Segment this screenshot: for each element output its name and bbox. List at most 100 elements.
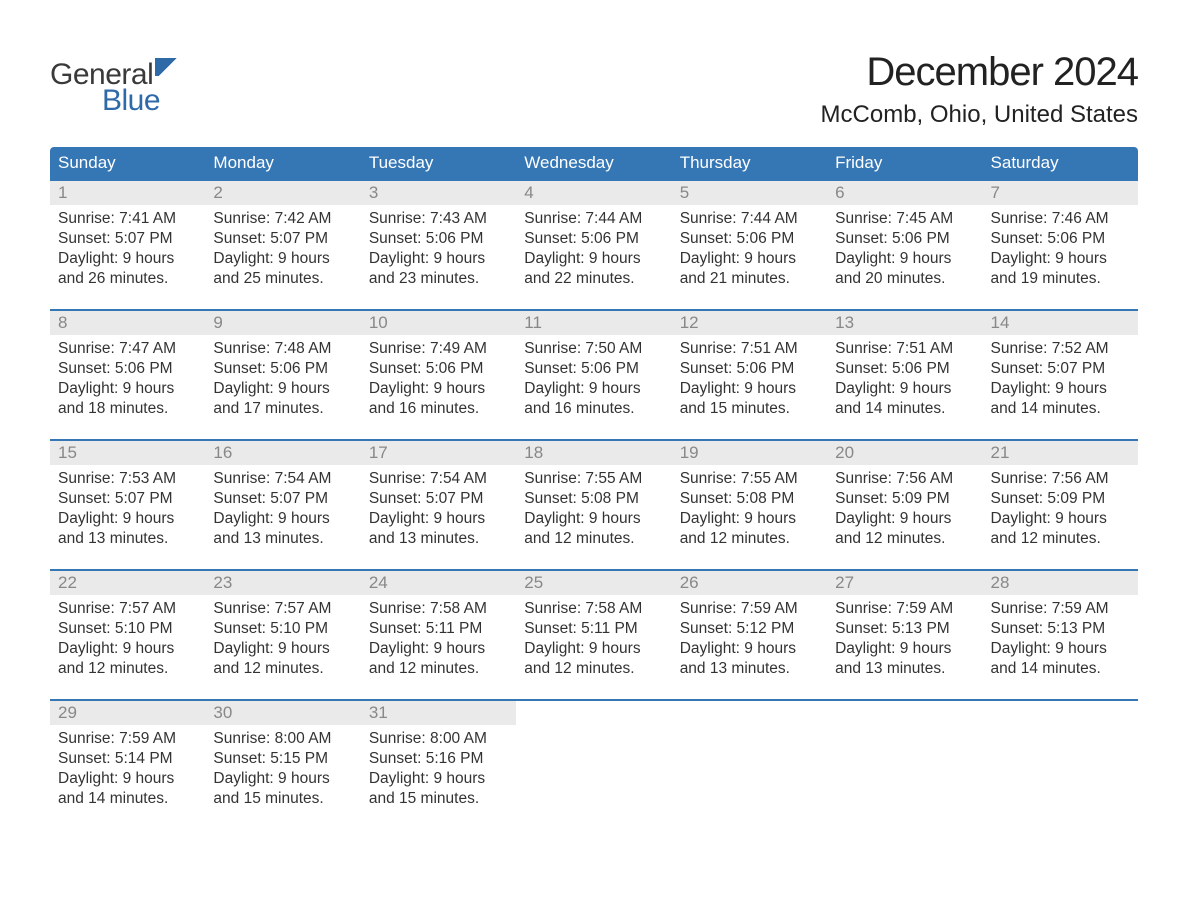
daylight-line2: and 14 minutes. <box>58 789 197 809</box>
daylight-line1: Daylight: 9 hours <box>991 639 1130 659</box>
sunrise: Sunrise: 7:54 AM <box>213 469 352 489</box>
sunset: Sunset: 5:07 PM <box>369 489 508 509</box>
sunset: Sunset: 5:06 PM <box>213 359 352 379</box>
calendar-week: 15Sunrise: 7:53 AMSunset: 5:07 PMDayligh… <box>50 439 1138 569</box>
day-number: 31 <box>361 701 516 725</box>
daylight-line1: Daylight: 9 hours <box>680 379 819 399</box>
day-details: Sunrise: 7:50 AMSunset: 5:06 PMDaylight:… <box>516 335 671 426</box>
sunset: Sunset: 5:06 PM <box>680 359 819 379</box>
daylight-line1: Daylight: 9 hours <box>524 509 663 529</box>
sunset: Sunset: 5:06 PM <box>835 359 974 379</box>
day-details: Sunrise: 8:00 AMSunset: 5:16 PMDaylight:… <box>361 725 516 816</box>
daylight-line2: and 22 minutes. <box>524 269 663 289</box>
daylight-line1: Daylight: 9 hours <box>58 379 197 399</box>
sunset: Sunset: 5:06 PM <box>369 229 508 249</box>
daylight-line2: and 21 minutes. <box>680 269 819 289</box>
sunrise: Sunrise: 7:54 AM <box>369 469 508 489</box>
calendar-day: 12Sunrise: 7:51 AMSunset: 5:06 PMDayligh… <box>672 311 827 439</box>
calendar-empty-cell <box>983 701 1138 829</box>
daylight-line1: Daylight: 9 hours <box>835 379 974 399</box>
day-details: Sunrise: 7:48 AMSunset: 5:06 PMDaylight:… <box>205 335 360 426</box>
daylight-line2: and 13 minutes. <box>58 529 197 549</box>
day-details: Sunrise: 7:43 AMSunset: 5:06 PMDaylight:… <box>361 205 516 296</box>
sunset: Sunset: 5:06 PM <box>991 229 1130 249</box>
daylight-line2: and 12 minutes. <box>991 529 1130 549</box>
day-number: 28 <box>983 571 1138 595</box>
logo-word-blue: Blue <box>102 84 181 118</box>
day-number: 23 <box>205 571 360 595</box>
day-details: Sunrise: 7:56 AMSunset: 5:09 PMDaylight:… <box>983 465 1138 556</box>
day-details: Sunrise: 7:54 AMSunset: 5:07 PMDaylight:… <box>361 465 516 556</box>
day-number: 17 <box>361 441 516 465</box>
day-number: 18 <box>516 441 671 465</box>
calendar-day: 27Sunrise: 7:59 AMSunset: 5:13 PMDayligh… <box>827 571 982 699</box>
day-number: 15 <box>50 441 205 465</box>
sunrise: Sunrise: 7:51 AM <box>835 339 974 359</box>
calendar-empty-cell <box>516 701 671 829</box>
sunset: Sunset: 5:06 PM <box>680 229 819 249</box>
sunrise: Sunrise: 8:00 AM <box>213 729 352 749</box>
day-details: Sunrise: 7:56 AMSunset: 5:09 PMDaylight:… <box>827 465 982 556</box>
calendar-week: 8Sunrise: 7:47 AMSunset: 5:06 PMDaylight… <box>50 309 1138 439</box>
daylight-line1: Daylight: 9 hours <box>991 509 1130 529</box>
day-number: 8 <box>50 311 205 335</box>
daylight-line1: Daylight: 9 hours <box>213 769 352 789</box>
day-details: Sunrise: 7:45 AMSunset: 5:06 PMDaylight:… <box>827 205 982 296</box>
daylight-line2: and 14 minutes. <box>991 659 1130 679</box>
calendar-day: 20Sunrise: 7:56 AMSunset: 5:09 PMDayligh… <box>827 441 982 569</box>
daylight-line1: Daylight: 9 hours <box>213 509 352 529</box>
day-number: 22 <box>50 571 205 595</box>
daylight-line1: Daylight: 9 hours <box>524 639 663 659</box>
daylight-line1: Daylight: 9 hours <box>835 639 974 659</box>
daylight-line2: and 14 minutes. <box>835 399 974 419</box>
sunrise: Sunrise: 7:47 AM <box>58 339 197 359</box>
sunset: Sunset: 5:06 PM <box>369 359 508 379</box>
day-number: 24 <box>361 571 516 595</box>
sunset: Sunset: 5:16 PM <box>369 749 508 769</box>
daylight-line2: and 26 minutes. <box>58 269 197 289</box>
sunrise: Sunrise: 7:55 AM <box>680 469 819 489</box>
sunset: Sunset: 5:07 PM <box>58 489 197 509</box>
sunset: Sunset: 5:15 PM <box>213 749 352 769</box>
day-details: Sunrise: 7:57 AMSunset: 5:10 PMDaylight:… <box>205 595 360 686</box>
daylight-line1: Daylight: 9 hours <box>58 769 197 789</box>
day-details: Sunrise: 7:49 AMSunset: 5:06 PMDaylight:… <box>361 335 516 426</box>
sunrise: Sunrise: 7:59 AM <box>835 599 974 619</box>
weekday-monday: Monday <box>205 147 360 179</box>
sunrise: Sunrise: 7:56 AM <box>991 469 1130 489</box>
sunrise: Sunrise: 7:43 AM <box>369 209 508 229</box>
sunset: Sunset: 5:07 PM <box>213 489 352 509</box>
calendar-day: 6Sunrise: 7:45 AMSunset: 5:06 PMDaylight… <box>827 181 982 309</box>
sunrise: Sunrise: 7:44 AM <box>524 209 663 229</box>
calendar-day: 9Sunrise: 7:48 AMSunset: 5:06 PMDaylight… <box>205 311 360 439</box>
weekday-friday: Friday <box>827 147 982 179</box>
logo-flag-icon <box>155 58 181 76</box>
sunset: Sunset: 5:08 PM <box>524 489 663 509</box>
sunset: Sunset: 5:07 PM <box>58 229 197 249</box>
calendar-day: 21Sunrise: 7:56 AMSunset: 5:09 PMDayligh… <box>983 441 1138 569</box>
sunset: Sunset: 5:10 PM <box>213 619 352 639</box>
calendar-day: 13Sunrise: 7:51 AMSunset: 5:06 PMDayligh… <box>827 311 982 439</box>
daylight-line2: and 12 minutes. <box>835 529 974 549</box>
daylight-line2: and 15 minutes. <box>680 399 819 419</box>
sunrise: Sunrise: 7:46 AM <box>991 209 1130 229</box>
daylight-line2: and 17 minutes. <box>213 399 352 419</box>
daylight-line1: Daylight: 9 hours <box>369 379 508 399</box>
daylight-line2: and 12 minutes. <box>58 659 197 679</box>
sunset: Sunset: 5:11 PM <box>524 619 663 639</box>
calendar-day: 14Sunrise: 7:52 AMSunset: 5:07 PMDayligh… <box>983 311 1138 439</box>
daylight-line1: Daylight: 9 hours <box>213 639 352 659</box>
day-number: 5 <box>672 181 827 205</box>
day-number: 26 <box>672 571 827 595</box>
location: McComb, Ohio, United States <box>821 101 1138 129</box>
day-number: 9 <box>205 311 360 335</box>
daylight-line2: and 12 minutes. <box>680 529 819 549</box>
daylight-line2: and 16 minutes. <box>524 399 663 419</box>
daylight-line2: and 25 minutes. <box>213 269 352 289</box>
calendar-empty-cell <box>672 701 827 829</box>
weekday-wednesday: Wednesday <box>516 147 671 179</box>
calendar-day: 19Sunrise: 7:55 AMSunset: 5:08 PMDayligh… <box>672 441 827 569</box>
calendar-day: 3Sunrise: 7:43 AMSunset: 5:06 PMDaylight… <box>361 181 516 309</box>
daylight-line2: and 13 minutes. <box>213 529 352 549</box>
calendar-day: 26Sunrise: 7:59 AMSunset: 5:12 PMDayligh… <box>672 571 827 699</box>
